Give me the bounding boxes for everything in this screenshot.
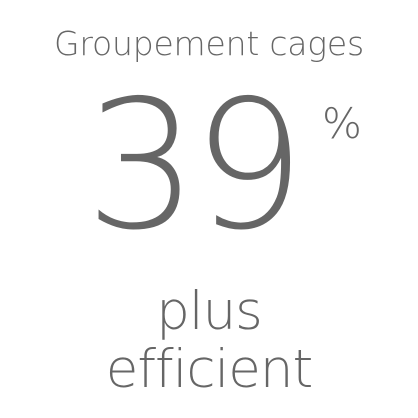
stat-caption-line-2: efficient (105, 339, 314, 400)
stat-caption-line-1: plus (156, 281, 263, 342)
stat-value: 39 (85, 62, 305, 269)
stat-unit: % (322, 99, 362, 148)
stat-heading: Groupement cages (53, 24, 365, 63)
